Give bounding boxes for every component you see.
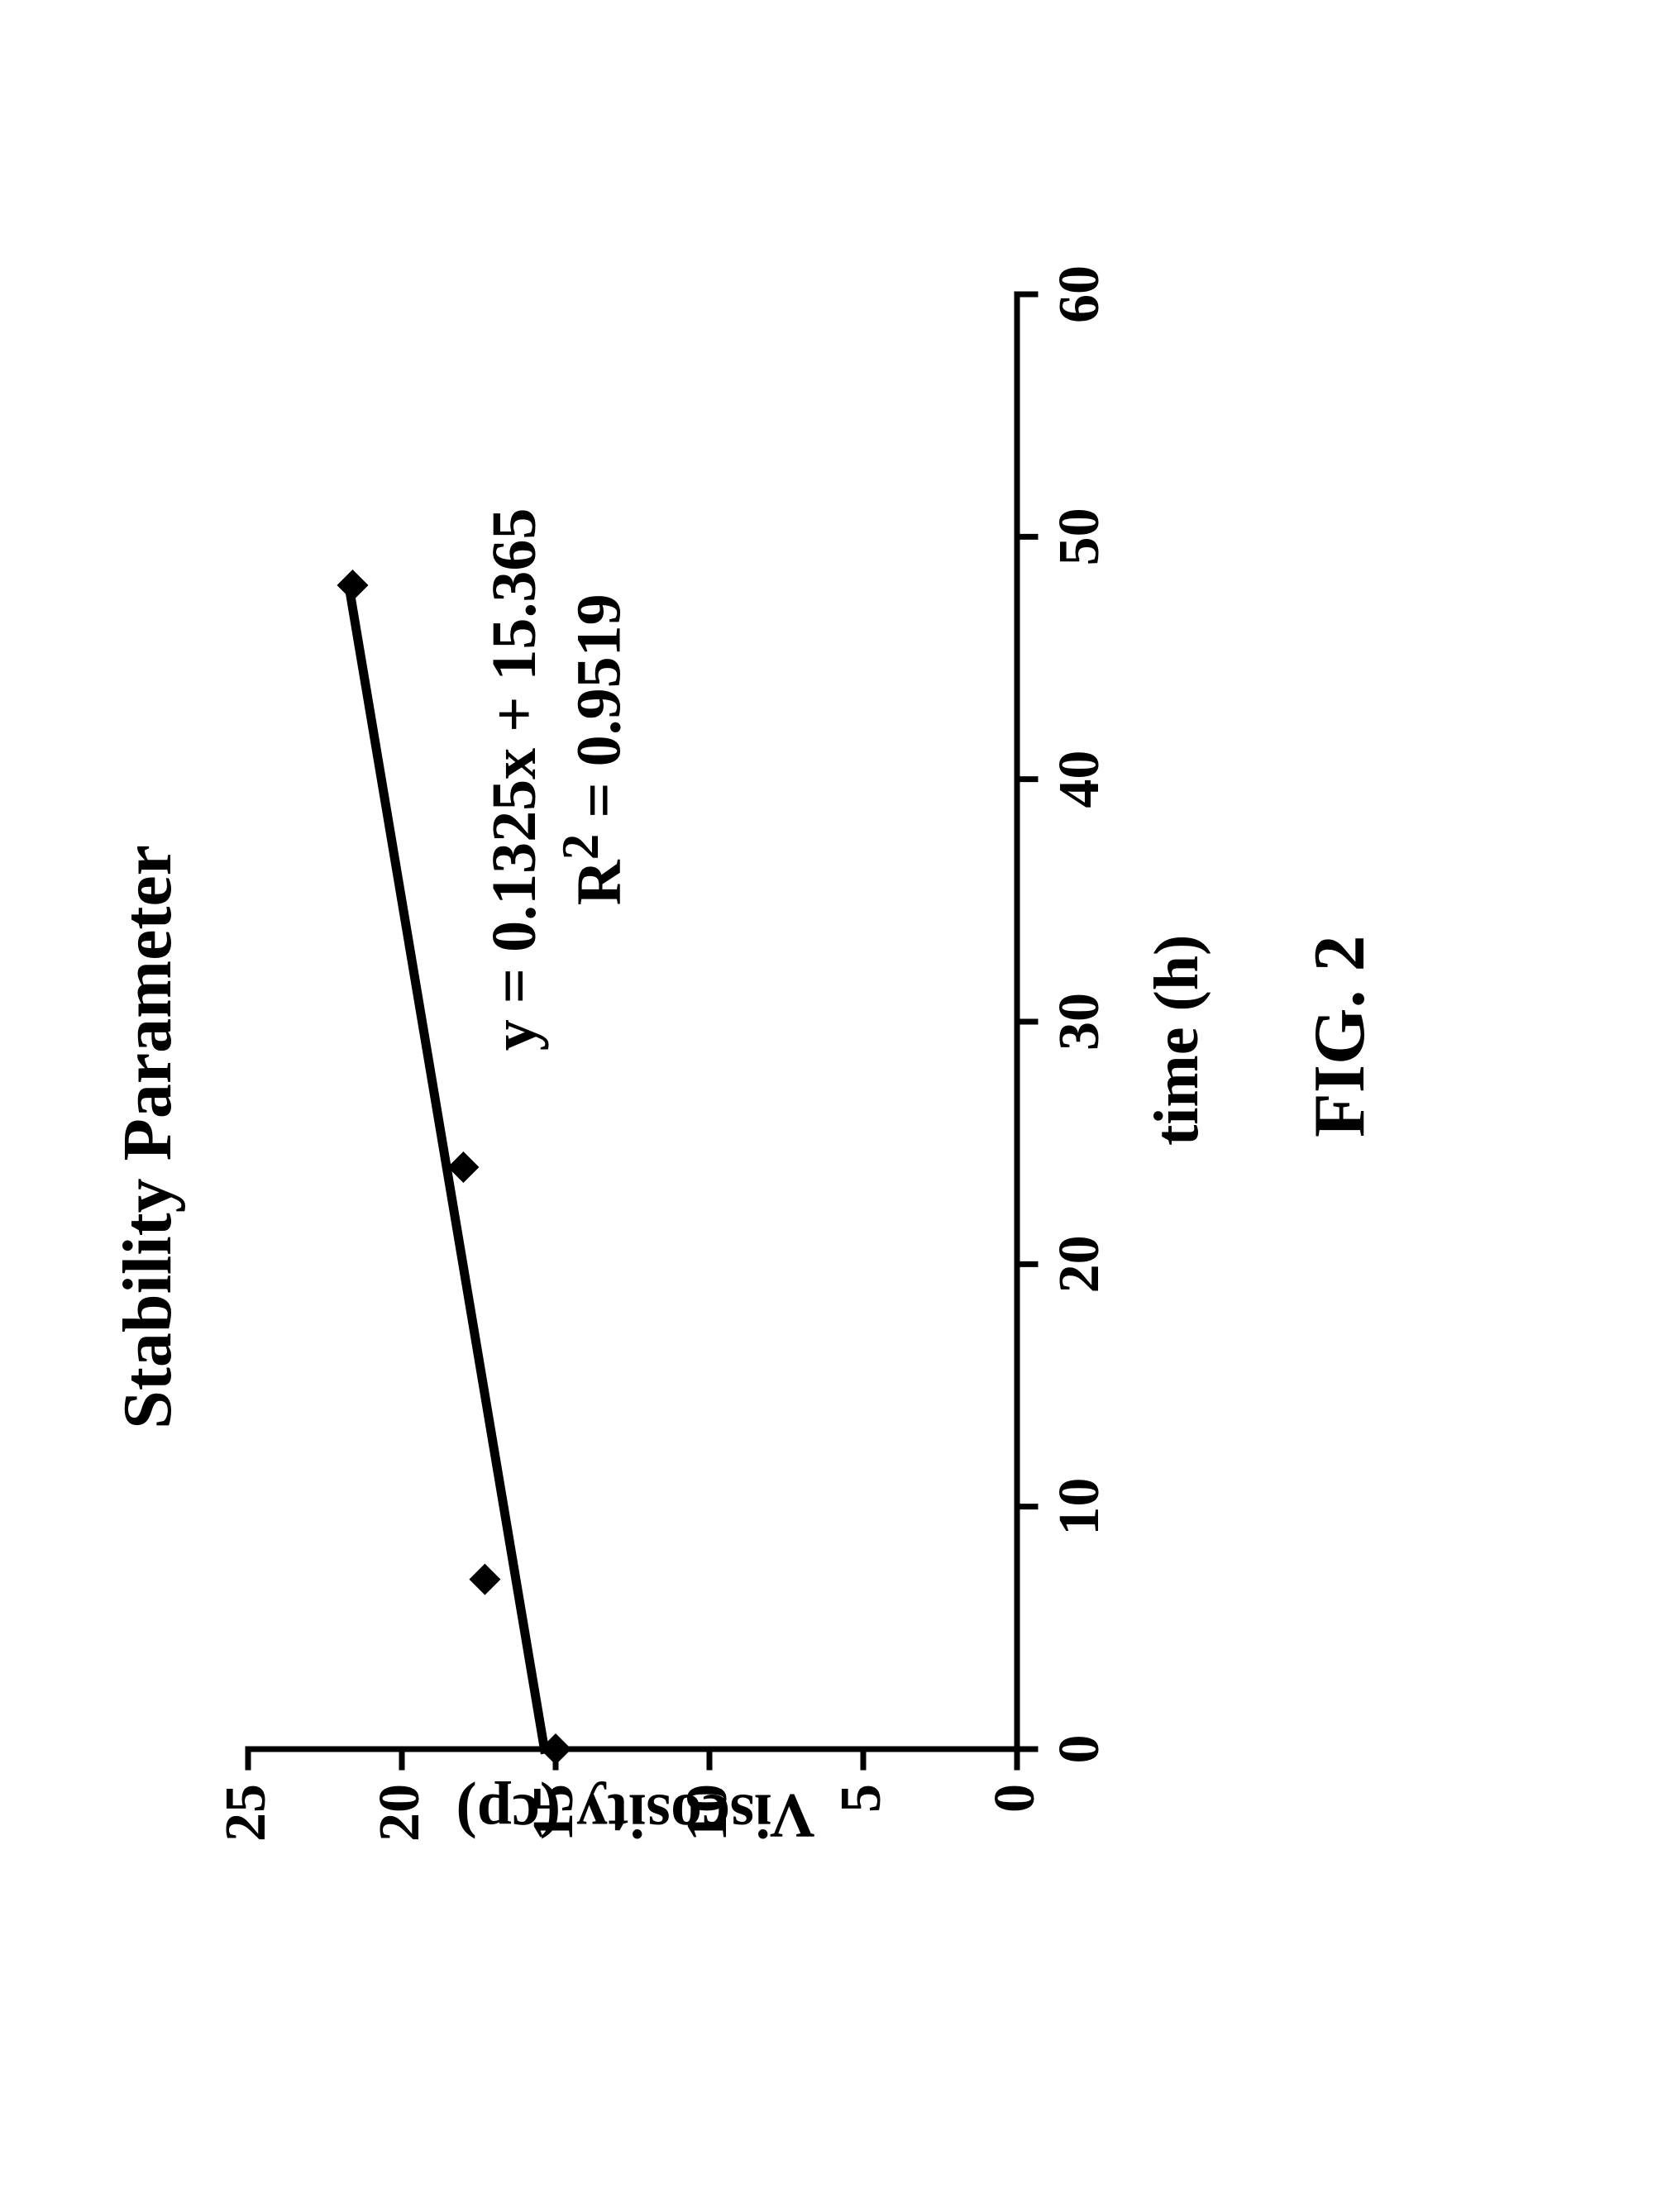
x-axis-label: time (h) [1141, 935, 1213, 1146]
rotated-chart-container: Stability Parameter time (h) Viscosity (… [0, 0, 1657, 2212]
x-tick-label: 40 [1047, 730, 1113, 829]
x-tick-label: 10 [1047, 1457, 1113, 1557]
x-tick-label: 20 [1047, 1214, 1113, 1313]
y-tick-label: 10 [675, 1784, 741, 1900]
y-tick-label: 5 [828, 1784, 895, 1900]
y-tick-label: 20 [367, 1784, 433, 1900]
page-stage: Stability Parameter time (h) Viscosity (… [0, 0, 1657, 2212]
rsq-rest: = 0.9519 [565, 594, 634, 833]
x-tick-label: 60 [1047, 245, 1113, 344]
data-point [469, 1564, 500, 1595]
y-tick-label: 0 [982, 1784, 1048, 1900]
x-tick-label: 50 [1047, 487, 1113, 586]
y-tick-label: 25 [213, 1784, 279, 1900]
y-tick-label: 15 [521, 1784, 587, 1900]
rsq-sup: 2 [552, 834, 609, 860]
trendline-rsquared: R2 = 0.9519 [551, 594, 635, 905]
trendline-equation: y = 0.1325x + 15.365 [479, 508, 551, 1051]
x-tick-label: 0 [1047, 1700, 1113, 1799]
x-tick-label: 30 [1047, 972, 1113, 1071]
y-axis-label-text: Viscosity (cp) [429, 1780, 843, 1852]
rsq-prefix: R [565, 860, 634, 905]
y-axis-label: Viscosity (cp) [599, 1609, 671, 2022]
data-point [337, 570, 368, 601]
figure-caption: FIG. 2 [1298, 936, 1382, 1137]
